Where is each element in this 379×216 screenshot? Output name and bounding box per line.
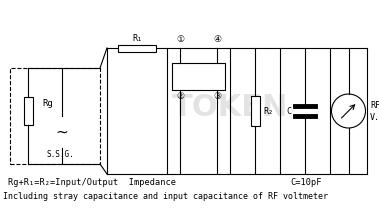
Text: ~: ~	[56, 124, 68, 140]
Bar	[251, 96, 260, 126]
Text: Including stray capacitance and input capacitance of RF voltmeter: Including stray capacitance and input ca…	[3, 192, 328, 201]
Text: ②: ②	[176, 92, 184, 101]
Text: RF: RF	[370, 100, 379, 110]
Text: R₁: R₁	[132, 34, 142, 43]
Text: R₂: R₂	[263, 106, 273, 116]
Bar	[118, 44, 156, 51]
Text: TOKEN: TOKEN	[172, 94, 288, 122]
Text: C=10pF: C=10pF	[290, 178, 321, 187]
Text: ①: ①	[176, 35, 184, 44]
Text: C: C	[286, 106, 291, 116]
Bar	[23, 97, 33, 125]
Bar	[172, 63, 225, 90]
Text: Rg: Rg	[42, 98, 53, 108]
Text: ④: ④	[213, 35, 221, 44]
Text: ③: ③	[213, 92, 221, 101]
Bar	[10, 68, 100, 164]
Text: V.M: V.M	[370, 113, 379, 122]
Text: S.S.G.: S.S.G.	[46, 150, 74, 159]
Text: Rg+R₁=R₂=Input/Output  Impedance: Rg+R₁=R₂=Input/Output Impedance	[8, 178, 176, 187]
